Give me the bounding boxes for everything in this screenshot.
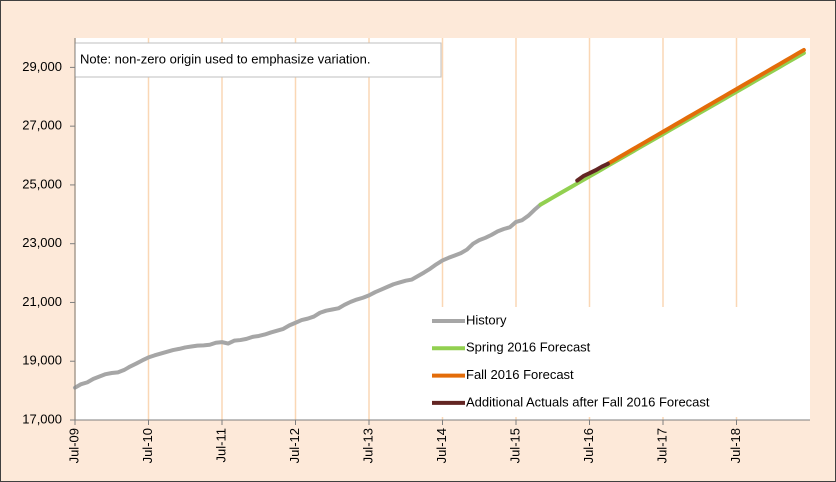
annotation: Note: non-zero origin used to emphasize … bbox=[80, 51, 371, 66]
x-tick-label: Jul-16 bbox=[581, 428, 596, 463]
legend-label: Spring 2016 Forecast bbox=[466, 340, 591, 355]
x-tick-label: Jul-12 bbox=[287, 428, 302, 463]
series-line bbox=[73, 202, 543, 390]
x-tick-label: Jul-10 bbox=[140, 428, 155, 463]
y-tick-label: 27,000 bbox=[22, 118, 62, 133]
series-line bbox=[605, 47, 806, 166]
x-tick-label: Jul-11 bbox=[213, 428, 228, 462]
y-tick-label: 23,000 bbox=[22, 235, 62, 250]
y-tick-label: 29,000 bbox=[22, 59, 62, 74]
legend-label: History bbox=[466, 312, 507, 327]
x-tick-label: Jul-14 bbox=[434, 428, 449, 463]
x-tick-label: Jul-09 bbox=[66, 428, 81, 463]
legend-entries: History Spring 2016 Forecast Fall 2016 For… bbox=[432, 312, 710, 409]
legend bbox=[418, 307, 782, 417]
series-line bbox=[538, 50, 806, 207]
note-box bbox=[74, 42, 442, 78]
x-tick-label: Jul-15 bbox=[507, 428, 522, 463]
x-tick-label: Jul-13 bbox=[360, 428, 375, 463]
y-tick-label: 21,000 bbox=[22, 294, 62, 309]
y-tick-label: 19,000 bbox=[22, 353, 62, 368]
y-tick-label: 25,000 bbox=[22, 176, 62, 191]
ticks: 17,000 19,000 21,000 23,000 25,000 27,000 29,0… bbox=[22, 59, 743, 464]
x-tick-label: Jul-17 bbox=[654, 428, 669, 463]
y-tick-label: 17,000 bbox=[22, 411, 62, 426]
series-line bbox=[575, 161, 610, 183]
legend-label: Additional Actuals after Fall 2016 Forec… bbox=[466, 394, 710, 409]
lines bbox=[73, 47, 806, 390]
legend-label: Fall 2016 Forecast bbox=[466, 367, 574, 382]
x-tick-label: Jul-18 bbox=[728, 428, 743, 463]
